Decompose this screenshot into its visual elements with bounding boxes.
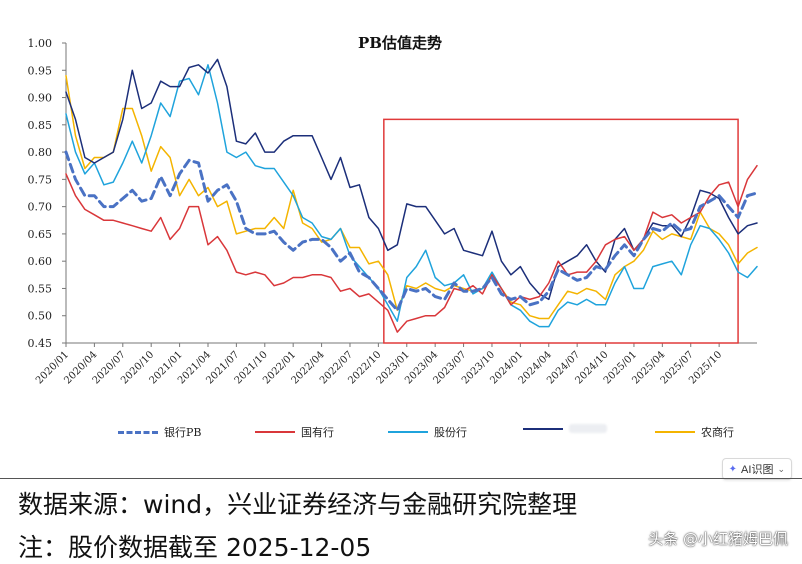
y-tick-label: 0.95 <box>28 64 53 77</box>
pb-valuation-chart: PB估值走势 0.450.500.550.600.650.700.750.800… <box>28 34 759 386</box>
y-tick-label: 0.90 <box>28 92 53 105</box>
legend: 银行PB 国有行 股份行 农商行 <box>0 424 802 444</box>
y-tick-label: 0.70 <box>28 201 53 214</box>
series-line-4 <box>65 74 758 320</box>
y-tick-label: 0.75 <box>28 173 53 186</box>
legend-item-joint-stock[interactable]: 股份行 <box>388 424 467 440</box>
legend-label-rural-commercial: 农商行 <box>701 426 734 439</box>
price-date-note: 注：股价数据截至 2025-12-05 <box>18 533 372 562</box>
legend-item-blurred[interactable] <box>523 424 607 433</box>
x-axis: 2020/012020/042020/072020/102021/012021/… <box>34 342 757 386</box>
legend-swatch-blurred <box>523 427 563 430</box>
series-line-1 <box>65 164 758 333</box>
legend-swatch-joint-stock <box>388 431 428 433</box>
series-line-2 <box>65 64 758 328</box>
ai-recognize-label: AI识图 <box>741 464 774 476</box>
legend-swatch-state-owned <box>255 431 295 433</box>
legend-label-bank-pb: 银行PB <box>164 426 202 439</box>
y-tick-label: 0.55 <box>28 282 53 295</box>
ai-sparkle-icon: ✦ <box>728 463 738 475</box>
y-axis: 0.45 0.50 0.55 0.60 0.65 0.70 0.75 0.80 0.85 0.90… <box>28 37 67 350</box>
legend-label-joint-stock: 股份行 <box>434 426 467 439</box>
divider <box>0 478 802 479</box>
legend-swatch-rural-commercial <box>655 431 695 433</box>
legend-swatch-bank-pb <box>118 430 158 434</box>
y-tick-label: 0.45 <box>28 337 53 350</box>
data-source-note: 数据来源：wind，兴业证券经济与金融研究院整理 <box>18 490 578 519</box>
legend-item-bank-pb[interactable]: 银行PB <box>118 424 202 440</box>
y-tick-label: 0.65 <box>28 228 53 241</box>
y-tick-label: 0.60 <box>28 255 53 268</box>
legend-label-blurred <box>569 424 607 433</box>
chart-title: PB估值走势 <box>358 34 442 52</box>
legend-item-rural-commercial[interactable]: 农商行 <box>655 424 734 440</box>
y-tick-label: 0.80 <box>28 146 53 159</box>
watermark: 头条 @小红猪姆巴佩 <box>648 530 788 548</box>
legend-label-state-owned: 国有行 <box>301 426 334 439</box>
ai-recognize-button[interactable]: ✦ AI识图 ⌄ <box>721 458 792 480</box>
chevron-down-icon: ⌄ <box>777 463 785 474</box>
legend-item-state-owned[interactable]: 国有行 <box>255 424 334 440</box>
highlight-box <box>383 118 739 344</box>
highlight-layer <box>383 118 739 344</box>
series-layer <box>64 58 759 333</box>
y-tick-label: 0.50 <box>28 310 53 323</box>
series-line-3 <box>65 58 758 301</box>
series-line-0 <box>64 150 759 312</box>
y-tick-label: 1.00 <box>28 37 53 50</box>
y-tick-label: 0.85 <box>28 119 53 132</box>
